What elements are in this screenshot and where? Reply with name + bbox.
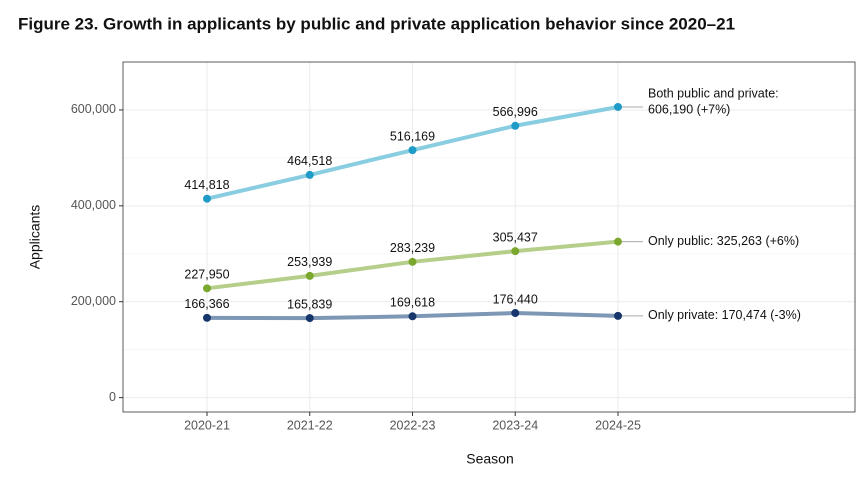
point [305,170,314,179]
data-label: 414,818 [184,178,229,192]
point [408,146,417,155]
data-label: 166,366 [184,297,229,311]
data-label: 464,518 [287,154,332,168]
data-label: 253,939 [287,255,332,269]
data-label: 283,239 [390,241,435,255]
point [614,311,622,320]
point [511,309,520,318]
plot-border [122,61,856,413]
data-label: 165,839 [287,297,332,311]
y-tick-label: 400,000 [71,198,116,212]
end-label: Both public and private: [648,86,779,100]
y-tick-label: 200,000 [71,294,116,308]
end-label: Only private: 170,474 (-3%) [648,308,801,322]
end-label: 606,190 (+7%) [648,102,730,116]
chart-title: Figure 23. Growth in applicants by publi… [18,14,735,33]
data-label: 516,169 [390,129,435,143]
y-tick-label: 0 [109,390,116,404]
data-label: 227,950 [184,268,229,282]
point [511,247,520,256]
point [408,257,417,266]
x-tick-label: 2024-25 [595,418,641,432]
point [203,313,211,322]
point [203,194,211,203]
point [614,237,622,246]
point [203,284,211,293]
data-label: 176,440 [493,292,538,306]
x-tick-label: 2021-22 [287,418,333,432]
y-tick-label: 600,000 [71,102,116,116]
x-tick-label: 2023-24 [492,418,538,432]
data-label: 305,437 [493,230,538,244]
y-axis-title: Applicants [27,205,43,270]
point [614,102,622,111]
x-tick-label: 2020-21 [184,418,230,432]
x-axis-title: Season [466,451,513,467]
point [305,271,314,280]
data-label: 566,996 [493,105,538,119]
point [408,312,417,321]
x-tick-label: 2022-23 [390,418,436,432]
end-label: Only public: 325,263 (+6%) [648,234,799,248]
point [305,314,314,323]
point [511,121,520,130]
data-label: 169,618 [390,296,435,310]
